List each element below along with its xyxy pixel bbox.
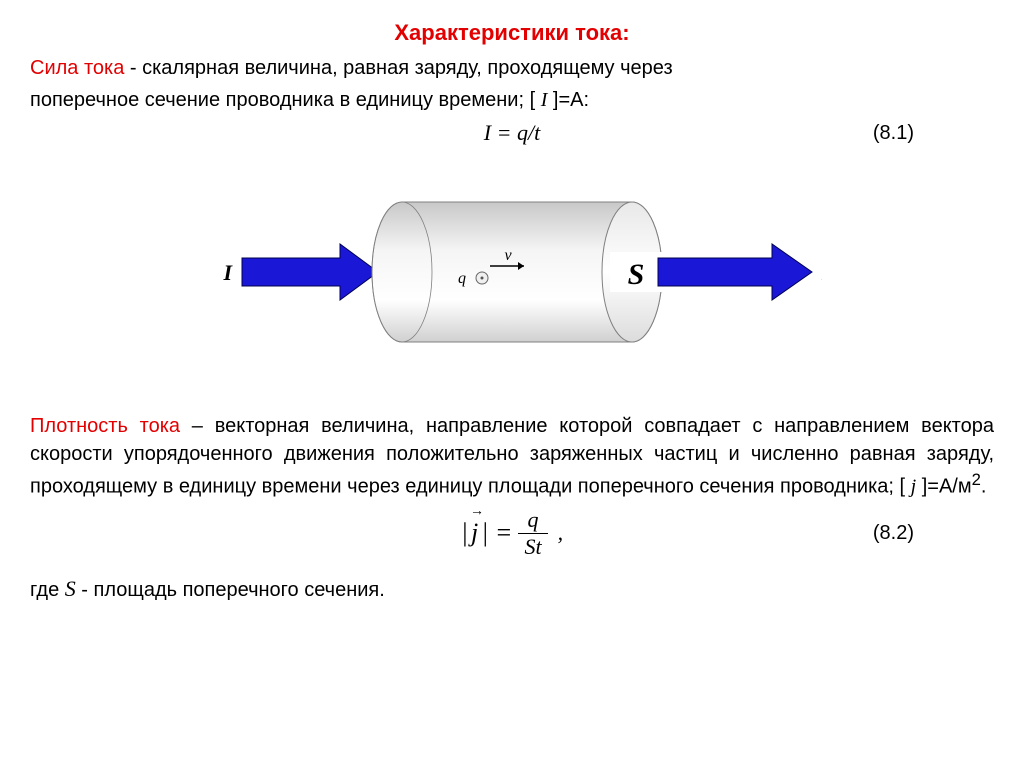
term-plotnost: Плотность тока	[30, 415, 180, 437]
def-sila-line2: поперечное сечение проводника в единицу …	[30, 86, 994, 114]
svg-text:S: S	[628, 258, 645, 291]
diagram-svg: Sq v I I	[202, 172, 822, 372]
formula-1-row: I = q/t (8.1)	[30, 118, 994, 148]
f2-den: St	[518, 534, 547, 560]
def-sila-body2: поперечное сечение проводника в единицу …	[30, 89, 541, 111]
formula-1: I = q/t	[484, 120, 540, 146]
def-plot-body2: ]=А/м	[916, 476, 971, 498]
footer-post: - площадь поперечного сечения.	[76, 579, 385, 601]
f2-bar1: |	[461, 518, 468, 548]
f2-frac: q St	[518, 507, 547, 560]
svg-text:v: v	[504, 247, 512, 264]
svg-text:I: I	[821, 260, 822, 285]
def-sila-toka: Сила тока - скалярная величина, равная з…	[30, 54, 994, 82]
eqnum-1: (8.1)	[873, 122, 914, 145]
footer-line: где S - площадь поперечного сечения.	[30, 574, 994, 605]
def-plot-body3: .	[981, 476, 987, 498]
svg-text:q: q	[458, 270, 466, 287]
footer-S: S	[65, 576, 76, 601]
formula-2-row: | j | = q St , (8.2)	[30, 507, 994, 560]
def-sila-body1: - скалярная величина, равная заряду, про…	[124, 57, 672, 79]
svg-text:I: I	[222, 260, 233, 285]
f2-j: j	[468, 518, 481, 548]
f2-num: q	[518, 507, 547, 534]
def-plotnost: Плотность тока – векторная величина, нап…	[30, 412, 994, 501]
f2-bar2: | =	[481, 518, 512, 548]
term-sila: Сила тока	[30, 57, 124, 79]
footer-pre: где	[30, 579, 65, 601]
f2-comma: ,	[558, 520, 564, 546]
title-text: Характеристики тока:	[394, 20, 629, 45]
conductor-diagram: Sq v I I	[30, 172, 994, 372]
def-sila-body3: ]=А:	[547, 89, 589, 111]
page-title: Характеристики тока:	[30, 20, 994, 46]
def-plot-sup: 2	[972, 470, 981, 489]
eqnum-2: (8.2)	[873, 522, 914, 545]
